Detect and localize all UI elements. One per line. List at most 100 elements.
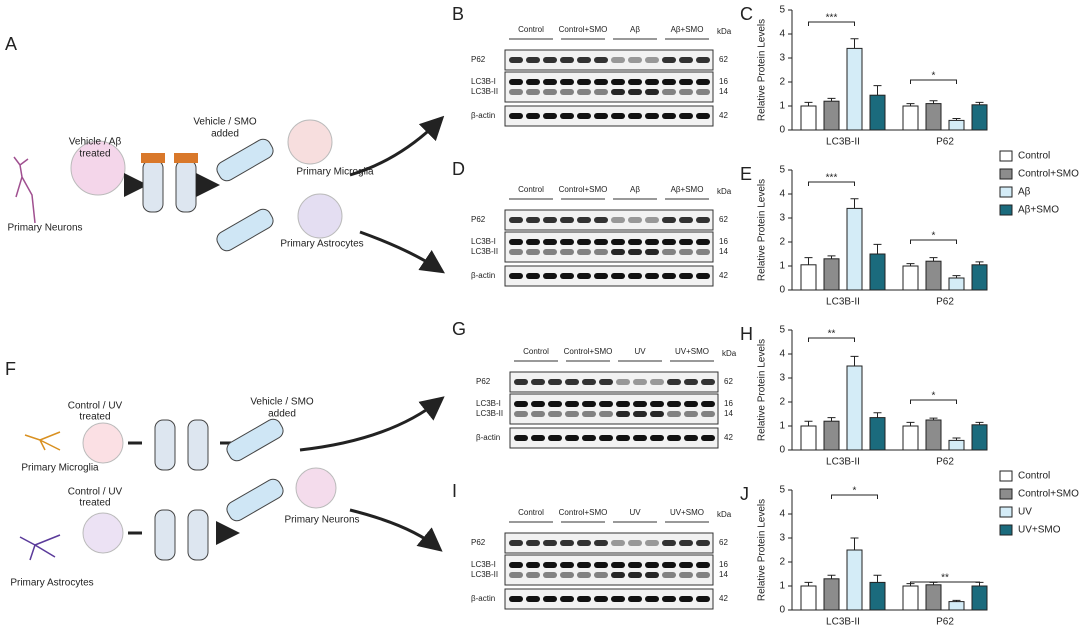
y-tick-label: 2 [779,557,785,568]
band [611,79,625,85]
label: 16 [719,77,728,86]
band [645,89,659,95]
y-tick-label: 5 [779,165,785,176]
band [577,273,591,279]
y-tick-label: 0 [779,125,785,136]
band [560,596,574,602]
significance: ** [828,329,836,340]
band [560,113,574,119]
bar [823,100,840,131]
panel-label: H [740,324,753,344]
blot-box [504,231,714,263]
band [565,411,579,417]
band [599,435,613,441]
x-tick-label: LC3B-II [826,617,860,628]
label: β-actin [471,594,495,603]
bar [846,47,863,131]
band [509,572,523,578]
band [662,540,676,546]
bar [948,277,965,291]
legend-label: Control+SMO [1018,489,1079,500]
band [577,57,591,63]
panel-label: A [5,34,17,54]
bar [925,584,942,611]
band [509,57,523,63]
band [628,217,642,223]
band [526,239,540,245]
band [582,411,596,417]
band [611,596,625,602]
band [514,435,528,441]
band [679,79,693,85]
bar [800,105,817,131]
band [645,239,659,245]
band [594,249,608,255]
band [582,379,596,385]
label: LC3B-II [471,570,498,579]
band [560,217,574,223]
band [650,401,664,407]
band [582,401,596,407]
blot-box [504,49,714,71]
band [509,217,523,223]
band [679,249,693,255]
blot-box [504,71,714,103]
label: LC3B-I [471,77,496,86]
band [679,572,693,578]
band [696,217,710,223]
band [628,273,642,279]
band [628,57,642,63]
band [645,57,659,63]
label: 14 [719,87,728,96]
band [560,239,574,245]
label: LC3B-I [471,560,496,569]
band [662,217,676,223]
band [526,217,540,223]
band [548,435,562,441]
y-tick-label: 2 [779,397,785,408]
x-tick-label: LC3B-II [826,457,860,468]
band [679,113,693,119]
significance-bracket [808,337,855,342]
bar [902,105,919,131]
band [616,411,630,417]
error-bar [850,38,859,49]
bar [846,549,863,611]
error-bar [827,255,836,259]
band [662,562,676,568]
y-tick-label: 4 [779,349,785,360]
error-bar [804,581,813,586]
lane-group: UV [634,347,646,356]
error-bar [804,257,813,265]
band [594,89,608,95]
error-bar [906,421,915,426]
band [679,273,693,279]
band [679,562,693,568]
band [645,572,659,578]
label: Primary Astrocytes [10,578,93,589]
significance: *** [826,13,838,24]
band [696,57,710,63]
band [684,379,698,385]
band [543,89,557,95]
error-bar [975,261,984,265]
significance: * [853,486,857,497]
band [684,411,698,417]
significance: ** [941,573,949,584]
band [565,435,579,441]
lane-group: Control [523,347,549,356]
y-axis-label: Relative Protein Levels [757,339,768,441]
band [594,273,608,279]
legend-label: Aβ [1018,187,1031,198]
band [662,596,676,602]
band [543,273,557,279]
bar [869,253,886,291]
band [565,401,579,407]
bar [800,425,817,451]
band [633,379,647,385]
bar [971,424,988,451]
y-tick-label: 4 [779,29,785,40]
band [594,113,608,119]
legend-label: UV+SMO [1018,525,1061,536]
band [599,411,613,417]
